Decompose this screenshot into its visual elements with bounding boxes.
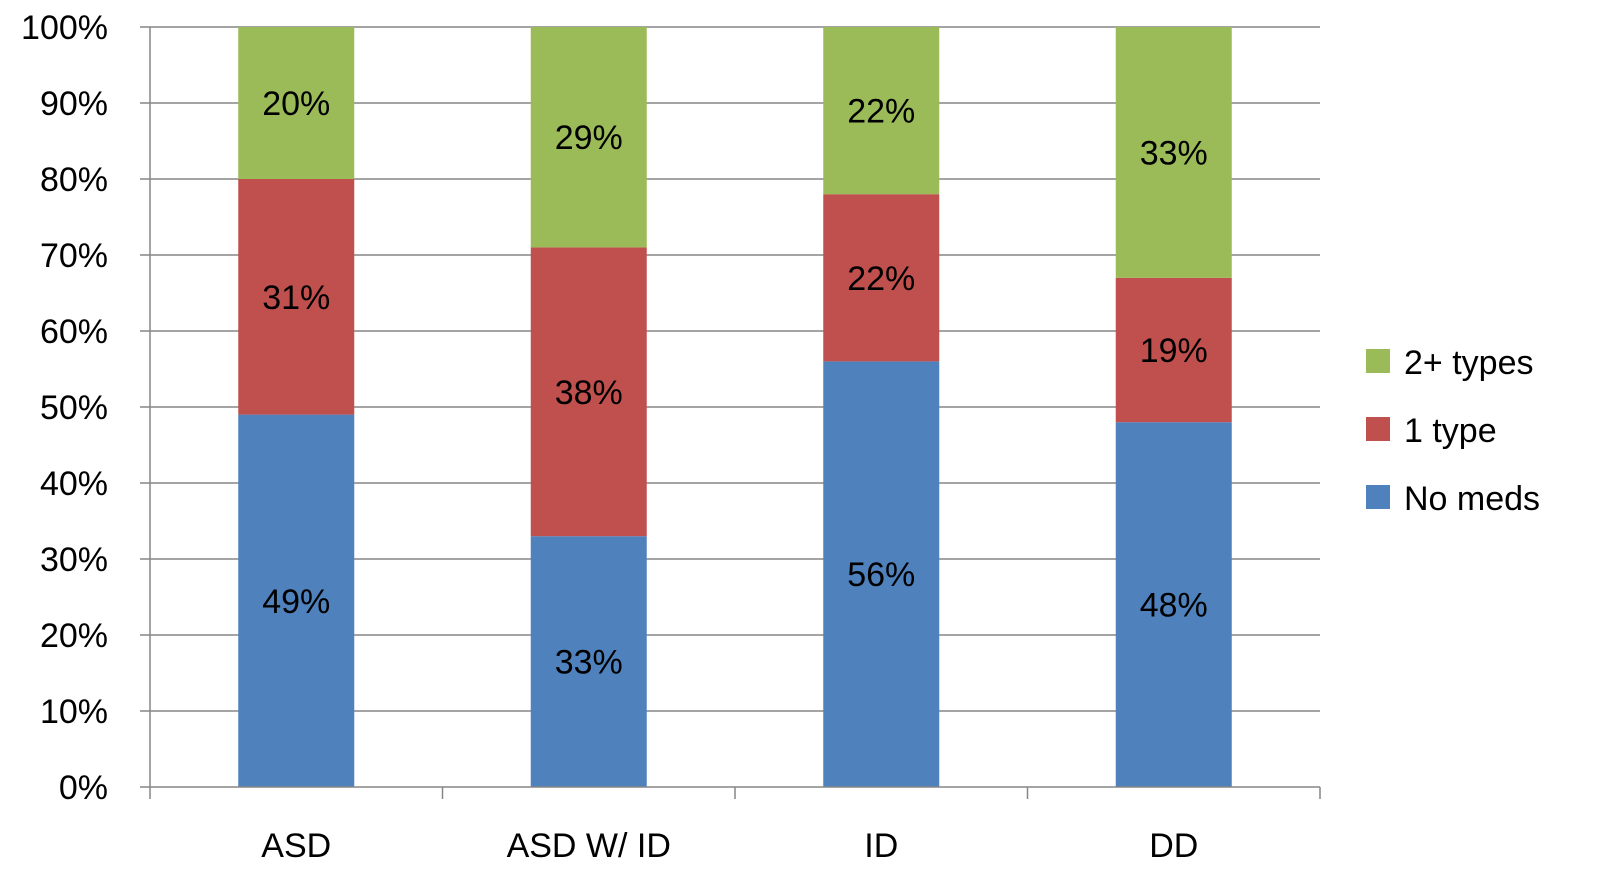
data-label: 29% bbox=[555, 119, 623, 157]
x-axis-tick-labels: ASD ASD W/ ID ID DD bbox=[261, 827, 1198, 865]
y-tick-label: 80% bbox=[40, 161, 108, 199]
y-tick-label: 20% bbox=[40, 617, 108, 655]
data-label: 56% bbox=[847, 556, 915, 594]
bar-segment bbox=[530, 27, 647, 248]
y-tick-label: 90% bbox=[40, 85, 108, 123]
data-label: 31% bbox=[262, 279, 330, 317]
data-label: 33% bbox=[1140, 134, 1208, 172]
data-label: 20% bbox=[262, 85, 330, 123]
bars bbox=[238, 27, 1232, 787]
y-tick-label: 70% bbox=[40, 237, 108, 275]
x-tick-label: ASD bbox=[261, 827, 331, 865]
data-label: 22% bbox=[847, 260, 915, 298]
data-label: 49% bbox=[262, 583, 330, 621]
y-tick-label: 60% bbox=[40, 313, 108, 351]
y-tick-label: 10% bbox=[40, 693, 108, 731]
y-tick-label: 40% bbox=[40, 465, 108, 503]
legend-swatch bbox=[1366, 485, 1390, 509]
bar-segment bbox=[238, 27, 355, 179]
y-axis-tick-labels: 0% 10% 20% 30% 40% 50% 60% 70% 80% 90% 100% bbox=[21, 9, 108, 807]
bar-segment bbox=[530, 247, 647, 537]
bar-segment bbox=[1115, 277, 1232, 423]
bar-segment bbox=[530, 536, 647, 787]
data-label: 22% bbox=[847, 93, 915, 131]
bar-segment bbox=[1115, 422, 1232, 787]
data-labels: 49% 31% 20% 33% 38% 29% 56% 22% 22% 48% 19% 33% bbox=[262, 85, 1208, 682]
data-label: 19% bbox=[1140, 332, 1208, 370]
data-label: 33% bbox=[555, 644, 623, 682]
y-tick-label: 0% bbox=[59, 769, 108, 807]
bar-segment bbox=[823, 194, 940, 362]
bar-segment bbox=[1115, 27, 1232, 278]
legend-label: No meds bbox=[1404, 480, 1540, 518]
axes bbox=[140, 26, 1321, 799]
bar-segment bbox=[823, 361, 940, 787]
bar-segment bbox=[238, 414, 355, 787]
bar-segment bbox=[823, 27, 940, 195]
y-tick-label: 100% bbox=[21, 9, 108, 47]
bar-segment bbox=[238, 179, 355, 415]
x-tick-label: ASD W/ ID bbox=[507, 827, 671, 865]
legend-label: 1 type bbox=[1404, 412, 1497, 450]
x-tick-label: DD bbox=[1149, 827, 1198, 865]
legend-label: 2+ types bbox=[1404, 344, 1533, 382]
x-tick-label: ID bbox=[864, 827, 898, 865]
legend-swatch bbox=[1366, 349, 1390, 373]
y-tick-label: 50% bbox=[40, 389, 108, 427]
legend-swatch bbox=[1366, 417, 1390, 441]
y-tick-label: 30% bbox=[40, 541, 108, 579]
legend: 2+ types 1 type No meds bbox=[1366, 344, 1540, 518]
data-label: 48% bbox=[1140, 587, 1208, 625]
data-label: 38% bbox=[555, 374, 623, 412]
